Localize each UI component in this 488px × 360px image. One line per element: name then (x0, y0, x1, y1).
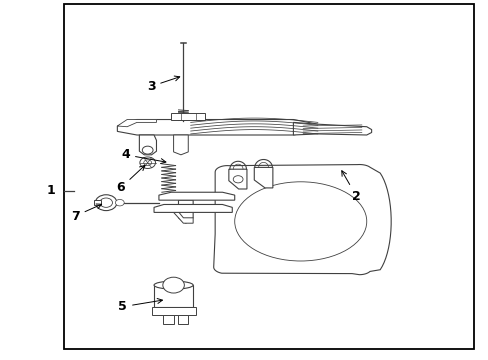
Text: 1: 1 (47, 184, 56, 197)
Circle shape (233, 176, 243, 183)
Ellipse shape (154, 281, 193, 289)
Polygon shape (178, 200, 193, 223)
Bar (63, 4, 473, 349)
Polygon shape (117, 120, 317, 135)
Polygon shape (254, 167, 272, 188)
Polygon shape (293, 122, 371, 135)
Text: 2: 2 (341, 171, 360, 203)
Polygon shape (228, 169, 246, 189)
Polygon shape (173, 209, 193, 223)
Polygon shape (213, 165, 390, 275)
Circle shape (95, 195, 117, 211)
Polygon shape (154, 204, 232, 212)
Circle shape (163, 277, 184, 293)
Bar (151, 307, 195, 315)
Text: 5: 5 (118, 298, 162, 313)
Bar (177, 315, 188, 324)
Polygon shape (117, 120, 156, 127)
Bar (94, 200, 101, 205)
Polygon shape (171, 113, 205, 120)
Circle shape (142, 146, 153, 154)
Text: 7: 7 (71, 204, 102, 222)
Polygon shape (173, 135, 188, 155)
Text: 4: 4 (121, 148, 165, 163)
Polygon shape (139, 135, 156, 155)
Circle shape (143, 160, 151, 166)
Polygon shape (159, 192, 234, 200)
Circle shape (115, 199, 124, 206)
Text: 3: 3 (146, 76, 180, 93)
Circle shape (140, 157, 155, 168)
Circle shape (100, 198, 112, 207)
Bar (163, 315, 173, 324)
Bar (154, 285, 193, 307)
Text: 6: 6 (116, 165, 144, 194)
